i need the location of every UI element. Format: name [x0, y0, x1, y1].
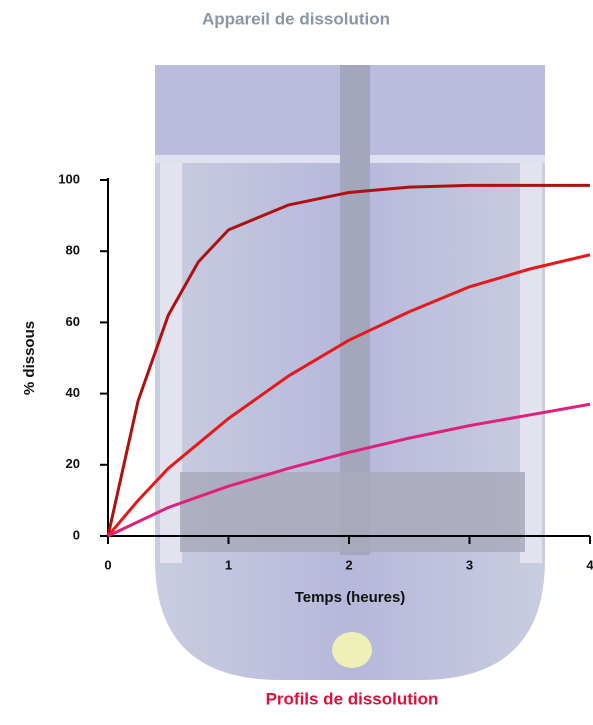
y-axis-label: % dissous: [21, 321, 38, 395]
y-tick-label: 0: [73, 527, 80, 542]
chart-title: Appareil de dissolution: [202, 9, 390, 28]
y-tick-label: 100: [58, 171, 80, 186]
series-line: [106, 183, 590, 537]
x-tick-label: 0: [104, 557, 111, 572]
x-tick-label: 3: [466, 557, 473, 572]
x-tick-label: 2: [345, 557, 352, 572]
y-tick-label: 60: [66, 314, 80, 329]
vessel-illustration: [155, 65, 545, 680]
x-tick-label: 1: [225, 557, 232, 572]
series-line: [106, 253, 591, 537]
y-tick-label: 20: [66, 456, 80, 471]
chart-subtitle: Profils de dissolution: [266, 689, 439, 708]
y-tick-label: 40: [66, 385, 80, 400]
x-tick-label: 4: [586, 557, 593, 572]
series-line: [107, 402, 591, 538]
y-tick-label: 80: [66, 243, 80, 258]
x-axis-label: Temps (heures): [295, 589, 406, 606]
